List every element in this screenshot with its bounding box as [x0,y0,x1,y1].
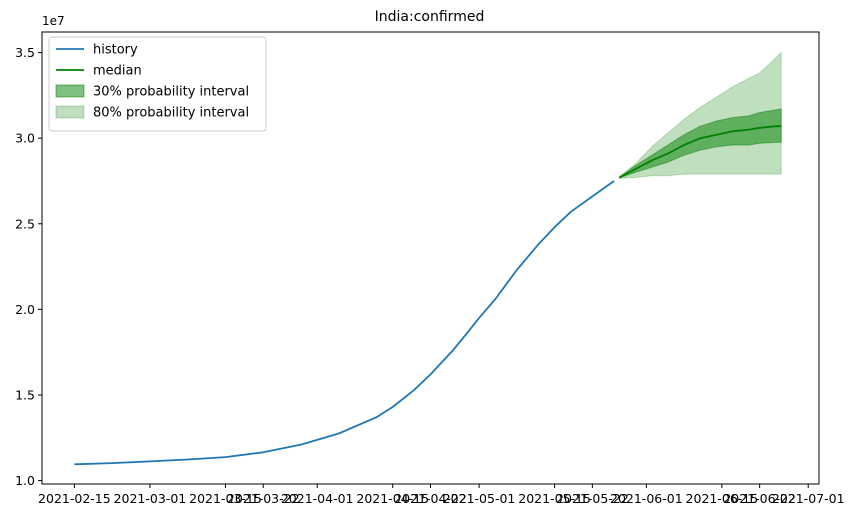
x-tick-label: 2021-05-01 [443,491,516,506]
x-tick-label: 2021-06-15 [686,491,759,506]
x-tick-label: 2021-03-22 [227,491,300,506]
x-tick-label: 2021-06-01 [610,491,683,506]
x-tick-label: 2021-05-15 [518,491,591,506]
legend-label: 30% probability interval [93,85,249,100]
x-tick-label: 2021-07-01 [772,491,845,506]
x-tick-label: 2021-03-01 [114,491,187,506]
x-tick-label: 2021-04-22 [394,491,467,506]
legend-label: history [93,43,138,58]
series-lines [74,125,782,466]
legend-label: 80% probability interval [93,106,249,121]
x-tick-label: 2021-05-22 [556,491,629,506]
x-tick-label: 2021-04-15 [356,491,429,506]
band-30-probability-interval [618,108,782,179]
legend-box [48,36,267,132]
y-tick-label: 2.5 [15,216,35,231]
legend-label: median [93,64,142,79]
band-80-probability-interval [618,51,782,179]
x-tick-label: 2021-02-15 [38,491,111,506]
y-tick-label: 2.0 [15,302,35,317]
x-tick-label: 2021-06-22 [723,491,796,506]
legend-swatch-80-probability-interval [55,105,85,119]
series-history-line [74,180,615,466]
x-tick-label: 2021-03-15 [189,491,262,506]
y-axis: 1.0 1.5 2.0 2.5 3.0 3.5 [15,45,42,488]
y-tick-label: 3.5 [15,45,35,60]
series-median-line [618,125,782,179]
y-tick-label: 3.0 [15,131,35,146]
probability-bands [618,51,782,179]
y-exponent-label: 1e7 [42,14,65,28]
x-axis: 2021-02-15 2021-03-01 2021-03-152021-03-22… [38,484,845,506]
y-tick-label: 1.5 [15,387,35,402]
chart-title: India:confirmed [375,9,485,25]
x-tick-label: 2021-04-01 [281,491,354,506]
legend: history median 30% probability interval 80%… [48,36,267,132]
y-tick-label: 1.0 [15,473,35,488]
legend-swatch-30-probability-interval [55,84,85,98]
